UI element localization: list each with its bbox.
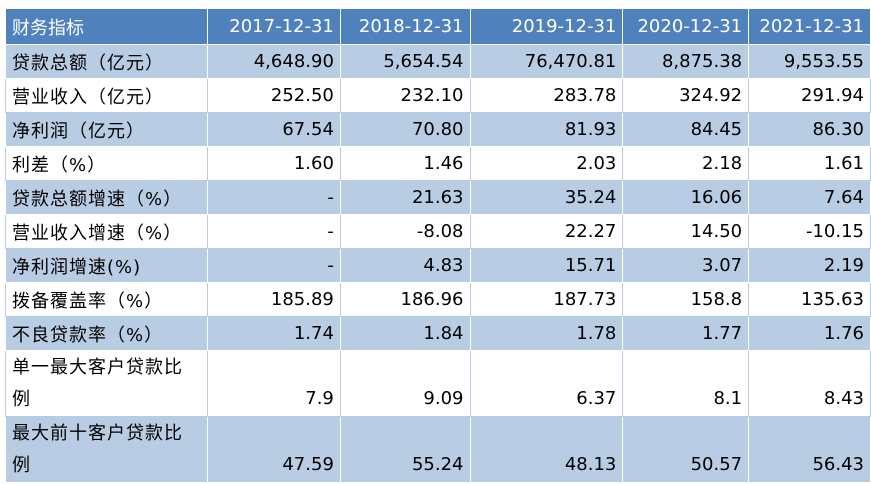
table-cell: 2.18 [622, 146, 750, 181]
table-cell: 8.1 [622, 350, 750, 417]
header-cell-2019: 2019-12-31 [469, 8, 624, 45]
table-cell: 9,553.55 [748, 44, 871, 79]
table-cell: 2.19 [748, 248, 871, 283]
row-label: 最大前十客户贷款比例 [4, 416, 209, 483]
table-cell: 47.59 [207, 416, 341, 483]
table-cell: -8.08 [339, 214, 471, 249]
row-label: 营业收入（亿元） [4, 78, 209, 113]
table-cell: - [207, 214, 341, 249]
table-row: 净利润（亿元） 67.54 70.80 81.93 84.45 86.30 [4, 112, 871, 147]
table-cell: 324.92 [622, 78, 750, 113]
table-cell: 1.76 [748, 316, 871, 351]
table-cell: 84.45 [622, 112, 750, 147]
table-cell: 232.10 [339, 78, 471, 113]
table-cell: 283.78 [469, 78, 624, 113]
table-cell: 86.30 [748, 112, 871, 147]
row-label: 营业收入增速（%） [4, 214, 209, 249]
table-cell: - [207, 248, 341, 283]
table-cell: 8.43 [748, 350, 871, 417]
table-cell: 14.50 [622, 214, 750, 249]
table-row: 单一最大客户贷款比例 7.9 9.09 6.37 8.1 8.43 [4, 350, 871, 417]
table-cell: 55.24 [339, 416, 471, 483]
table-row: 贷款总额（亿元） 4,648.90 5,654.54 76,470.81 8,8… [4, 44, 871, 79]
table-cell: -10.15 [748, 214, 871, 249]
row-label: 贷款总额（亿元） [4, 44, 209, 79]
row-label: 拨备覆盖率（%） [4, 282, 209, 317]
table-cell: 5,654.54 [339, 44, 471, 79]
table-cell: 2.03 [469, 146, 624, 181]
table-cell: 15.71 [469, 248, 624, 283]
table-cell: 4,648.90 [207, 44, 341, 79]
table-cell: 70.80 [339, 112, 471, 147]
header-cell-2021: 2021-12-31 [748, 8, 871, 45]
financial-indicators-table: 财务指标 2017-12-31 2018-12-31 2019-12-31 20… [4, 8, 871, 483]
table-cell: 1.61 [748, 146, 871, 181]
table-cell: 67.54 [207, 112, 341, 147]
table-cell: 3.07 [622, 248, 750, 283]
table-cell: 1.60 [207, 146, 341, 181]
table-row: 利差（%） 1.60 1.46 2.03 2.18 1.61 [4, 146, 871, 181]
table-cell: 4.83 [339, 248, 471, 283]
table-cell: 187.73 [469, 282, 624, 317]
table-cell: 16.06 [622, 180, 750, 215]
row-label: 单一最大客户贷款比例 [4, 350, 209, 417]
header-cell-2018: 2018-12-31 [339, 8, 471, 45]
table-cell: 21.63 [339, 180, 471, 215]
table-cell: 158.8 [622, 282, 750, 317]
row-label: 净利润（亿元） [4, 112, 209, 147]
table-cell: 50.57 [622, 416, 750, 483]
table-cell: 35.24 [469, 180, 624, 215]
table-cell: 7.64 [748, 180, 871, 215]
table-cell: 7.9 [207, 350, 341, 417]
table-cell: 6.37 [469, 350, 624, 417]
table-cell: 48.13 [469, 416, 624, 483]
table-cell: 1.78 [469, 316, 624, 351]
table-row: 营业收入增速（%） - -8.08 22.27 14.50 -10.15 [4, 214, 871, 249]
table-cell: 186.96 [339, 282, 471, 317]
table-row: 营业收入（亿元） 252.50 232.10 283.78 324.92 291… [4, 78, 871, 113]
header-cell-indicator: 财务指标 [4, 8, 209, 45]
table-row: 净利润增速(%) - 4.83 15.71 3.07 2.19 [4, 248, 871, 283]
table-cell: 135.63 [748, 282, 871, 317]
table-cell: 56.43 [748, 416, 871, 483]
table-cell: 291.94 [748, 78, 871, 113]
row-label: 不良贷款率（%） [4, 316, 209, 351]
table-cell: 1.46 [339, 146, 471, 181]
table-cell: 81.93 [469, 112, 624, 147]
header-cell-2020: 2020-12-31 [622, 8, 750, 45]
row-label: 净利润增速(%) [4, 248, 209, 283]
header-cell-2017: 2017-12-31 [207, 8, 341, 45]
table-row: 拨备覆盖率（%） 185.89 186.96 187.73 158.8 135.… [4, 282, 871, 317]
table-row: 不良贷款率（%） 1.74 1.84 1.78 1.77 1.76 [4, 316, 871, 351]
table-cell: 22.27 [469, 214, 624, 249]
table-row: 贷款总额增速（%） - 21.63 35.24 16.06 7.64 [4, 180, 871, 215]
header-row: 财务指标 2017-12-31 2018-12-31 2019-12-31 20… [4, 8, 871, 45]
table-cell: 252.50 [207, 78, 341, 113]
table-cell: 8,875.38 [622, 44, 750, 79]
row-label: 利差（%） [4, 146, 209, 181]
table-cell: 76,470.81 [469, 44, 624, 79]
row-label: 贷款总额增速（%） [4, 180, 209, 215]
table-cell: 1.84 [339, 316, 471, 351]
table-cell: 1.77 [622, 316, 750, 351]
table-cell: 1.74 [207, 316, 341, 351]
table-cell: - [207, 180, 341, 215]
table-cell: 9.09 [339, 350, 471, 417]
table-row: 最大前十客户贷款比例 47.59 55.24 48.13 50.57 56.43 [4, 416, 871, 483]
table-cell: 185.89 [207, 282, 341, 317]
